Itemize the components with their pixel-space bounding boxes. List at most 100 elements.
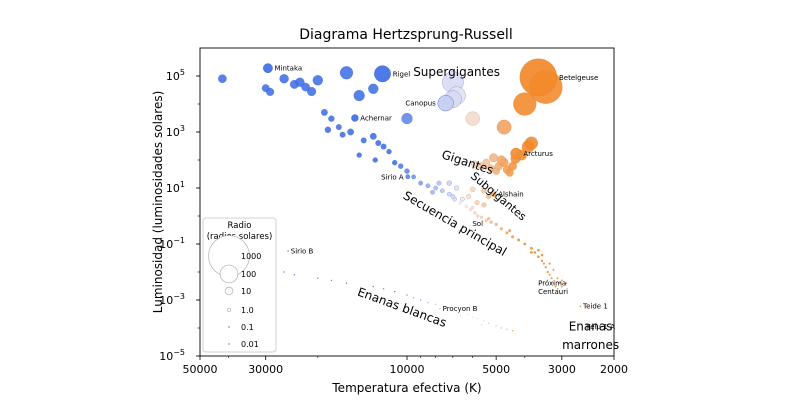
y-tick-label: 10−5	[159, 348, 185, 363]
star-point	[460, 196, 465, 202]
named-star-point	[579, 305, 582, 307]
star-point	[511, 330, 514, 332]
star-point	[317, 277, 319, 279]
x-tick-label: 10000	[390, 363, 425, 376]
star-point	[433, 185, 439, 191]
star-point	[330, 279, 333, 282]
chart-title: Diagrama Hertzsprung-Russell	[299, 27, 512, 43]
star-point	[561, 285, 563, 288]
star-point	[439, 188, 445, 193]
legend-marker	[219, 264, 239, 284]
star-point	[464, 204, 469, 209]
star-point	[386, 148, 392, 155]
star-point	[537, 255, 540, 259]
region-label: Supergigantes	[413, 65, 500, 79]
star-point	[546, 270, 549, 274]
star-point	[560, 279, 563, 282]
star-point	[295, 77, 305, 87]
x-axis-ticks: 50000 30000 10000 5000 3000 2000	[183, 356, 628, 376]
star-label: Arcturus	[523, 150, 553, 158]
y-tick-label: 101	[166, 180, 185, 195]
star-point	[446, 180, 452, 186]
y-axis-label: Luminosidad (luminosidades solares)	[151, 91, 165, 314]
star-point	[472, 316, 474, 318]
star-point	[443, 305, 445, 307]
x-tick-label: 5000	[482, 363, 510, 376]
star-point	[554, 285, 557, 288]
y-tick-label: 103	[166, 124, 185, 139]
star-point	[558, 282, 561, 284]
star-point	[430, 190, 435, 195]
star-label: Procyon B	[443, 305, 478, 313]
star-point	[467, 313, 470, 316]
star-point	[454, 185, 460, 191]
star-labels: Mintaka Rigel Betelgeuse Canopus Achernar Arc…	[275, 65, 616, 331]
star-point	[279, 73, 289, 84]
star-point	[411, 174, 416, 180]
star-point	[489, 220, 493, 224]
legend-label: 0.01	[241, 340, 259, 349]
star-point	[494, 222, 498, 226]
star-label: Canopus	[405, 100, 436, 108]
star-point	[459, 314, 462, 317]
named-stars	[263, 58, 615, 327]
legend-entries: 1000 100 10 1.0 0.1 0.01	[208, 235, 261, 349]
named-star-point	[374, 65, 391, 83]
star-point	[412, 297, 415, 299]
star-label: Kelu-1 A	[586, 323, 615, 331]
star-point	[469, 186, 476, 193]
star-label: Centauri	[538, 288, 568, 296]
star-point	[495, 325, 497, 327]
star-label: Alshain	[498, 191, 524, 199]
star-label: Mintaka	[275, 65, 303, 73]
x-axis-label: Temperatura efectiva (K)	[331, 381, 481, 395]
star-point	[347, 128, 355, 136]
star-point	[548, 273, 551, 276]
star-point	[391, 159, 398, 166]
star-point	[397, 163, 404, 169]
star-point	[473, 210, 477, 215]
named-star-point	[405, 174, 411, 179]
star-point	[339, 66, 354, 80]
star-label: Betelgeuse	[559, 74, 598, 82]
star-point	[458, 200, 463, 205]
star-point	[427, 302, 429, 304]
named-star-point	[490, 191, 497, 197]
star-point	[550, 277, 553, 280]
star-point	[474, 200, 480, 206]
named-star-point	[351, 114, 359, 122]
star-point	[404, 168, 410, 174]
star-point	[496, 119, 512, 135]
legend-title-line1: Radio	[228, 221, 252, 231]
star-point	[482, 158, 491, 167]
star-point	[481, 187, 487, 194]
star-point	[565, 282, 568, 284]
star-point	[356, 152, 362, 158]
star-point	[283, 271, 285, 273]
star-point	[506, 328, 508, 330]
named-star-point	[559, 292, 561, 295]
star-label: Sol	[472, 220, 483, 228]
star-point	[406, 294, 408, 296]
region-label: Enanas	[569, 320, 613, 334]
star-point	[345, 282, 348, 284]
star-point	[461, 312, 464, 314]
star-point	[513, 92, 537, 116]
star-point	[480, 324, 483, 326]
star-point	[335, 124, 342, 131]
star-point	[375, 140, 382, 147]
named-star-point	[439, 308, 441, 310]
star-point	[261, 84, 270, 93]
star-point	[486, 193, 492, 200]
star-point	[548, 262, 551, 265]
star-point	[552, 282, 555, 285]
star-label: Sirio B	[291, 248, 314, 256]
star-point	[368, 83, 379, 95]
named-star-point	[476, 214, 480, 218]
star-point	[320, 108, 328, 116]
star-point	[312, 75, 323, 86]
y-tick-label: 105	[166, 68, 185, 83]
star-point	[465, 111, 480, 126]
